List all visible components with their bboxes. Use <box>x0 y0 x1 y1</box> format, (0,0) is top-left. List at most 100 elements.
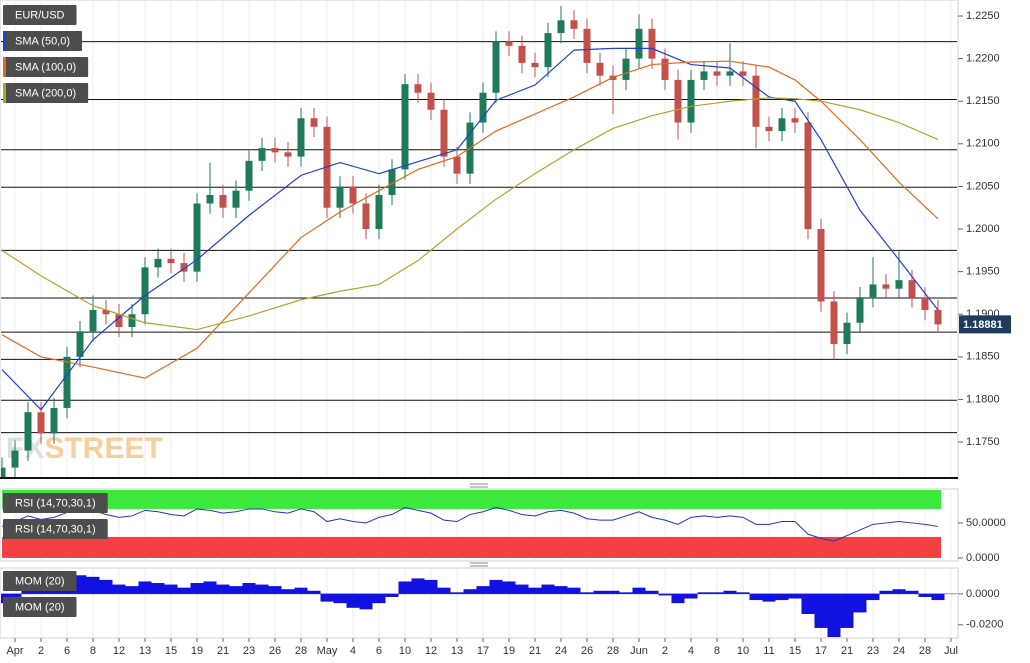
y-tick-label: 1.2200 <box>966 53 1000 65</box>
label-box <box>3 31 83 51</box>
mom-bar <box>255 584 269 594</box>
rsi-line <box>1 507 939 542</box>
candle-body <box>856 297 864 323</box>
mom-bar <box>814 593 828 628</box>
candle-body <box>635 28 643 59</box>
mom-bar <box>99 579 113 594</box>
y-tick-label: 1.2250 <box>966 10 1000 22</box>
candle-body <box>89 309 97 332</box>
mom-bar <box>554 586 568 594</box>
panel-grip <box>470 562 488 567</box>
x-tick-label: 10 <box>399 645 411 657</box>
x-tick-label: 28 <box>919 645 931 657</box>
label-stripe <box>3 57 6 77</box>
candle-body <box>271 148 279 153</box>
mom-bar <box>424 579 438 594</box>
mom-bar <box>892 589 906 594</box>
candle-body <box>921 297 929 310</box>
mom-bar <box>736 592 750 594</box>
y-tick-label: 1.2100 <box>966 138 1000 150</box>
mom-bar <box>775 593 789 601</box>
candle-body <box>375 194 383 230</box>
mom-bar <box>463 589 477 594</box>
sma-line <box>1 60 939 379</box>
mom-bar <box>242 583 256 594</box>
candle-body <box>284 152 292 157</box>
candle-body <box>804 122 812 230</box>
mom-bar <box>762 593 776 602</box>
candle-body <box>167 258 175 264</box>
x-tick-label: 15 <box>165 645 177 657</box>
mom-bar <box>125 586 139 594</box>
mom-bar <box>515 584 529 594</box>
candle-body <box>700 71 708 80</box>
sma-line <box>1 47 939 411</box>
label-box <box>3 493 108 513</box>
mom-bar <box>476 586 490 594</box>
candle-body <box>297 118 305 157</box>
candle-body <box>362 203 370 230</box>
plot-area <box>1 490 952 560</box>
candle-body <box>492 41 500 93</box>
x-tick-label: 8 <box>714 645 720 657</box>
x-tick-label: 26 <box>269 645 281 657</box>
mom-bar <box>34 590 48 594</box>
x-tick-label: May <box>317 645 338 657</box>
x-tick-label: 26 <box>581 645 593 657</box>
x-tick-label: 17 <box>815 645 827 657</box>
mom-bar <box>216 584 230 594</box>
label-box <box>3 5 77 25</box>
x-tick-label: 13 <box>139 645 151 657</box>
candle-body <box>596 62 604 76</box>
candle-body <box>453 156 461 174</box>
mom-bar <box>398 581 412 594</box>
x-tick-label: 21 <box>217 645 229 657</box>
candle-body <box>388 169 396 195</box>
candle-body <box>583 28 591 63</box>
candle-body <box>1 467 6 477</box>
mom-bar <box>593 590 607 594</box>
mom-bar <box>632 587 646 594</box>
x-tick-label: 21 <box>529 645 541 657</box>
plot-area <box>1 569 957 637</box>
mom-bar <box>489 579 503 594</box>
candle-body <box>544 33 552 68</box>
candle-body <box>934 309 942 325</box>
candle-body <box>180 263 188 272</box>
x-tick-label: 15 <box>789 645 801 657</box>
mom-bar <box>385 593 399 597</box>
label-stripe <box>3 83 6 103</box>
candle-body <box>349 186 357 204</box>
candle-body <box>817 229 825 302</box>
x-tick-label: 12 <box>425 645 437 657</box>
mom-bar <box>203 581 217 594</box>
label-text: MOM (20) <box>15 601 65 613</box>
mom-bar <box>190 583 204 594</box>
mom-bar <box>502 581 516 594</box>
sma-line <box>1 97 939 331</box>
mom-bar <box>320 593 334 602</box>
candle-body <box>11 450 19 468</box>
candle-body <box>869 284 877 298</box>
x-tick-label: 13 <box>451 645 463 657</box>
y-tick-label: 1.1950 <box>966 266 1000 278</box>
label-text: EUR/USD <box>15 9 65 21</box>
mom-bar <box>86 576 100 594</box>
x-tick-label: 19 <box>503 645 515 657</box>
mom-bar <box>151 583 165 594</box>
rsi-band <box>2 536 941 558</box>
mom-bar <box>801 593 815 614</box>
mom-bar <box>359 593 373 610</box>
y-tick-label: 0.0000 <box>966 588 1000 600</box>
mom-bar <box>619 592 633 594</box>
mom-bar <box>905 590 919 594</box>
candle-body <box>687 79 695 123</box>
mom-bar <box>372 593 386 604</box>
x-tick-label: Apr <box>6 645 23 657</box>
mom-bar <box>840 593 854 628</box>
candle-body <box>63 356 71 408</box>
x-tick-label: 17 <box>477 645 489 657</box>
mom-bar <box>294 587 308 594</box>
mom-bar <box>866 593 880 601</box>
y-tick-label: 1.2150 <box>966 95 1000 107</box>
